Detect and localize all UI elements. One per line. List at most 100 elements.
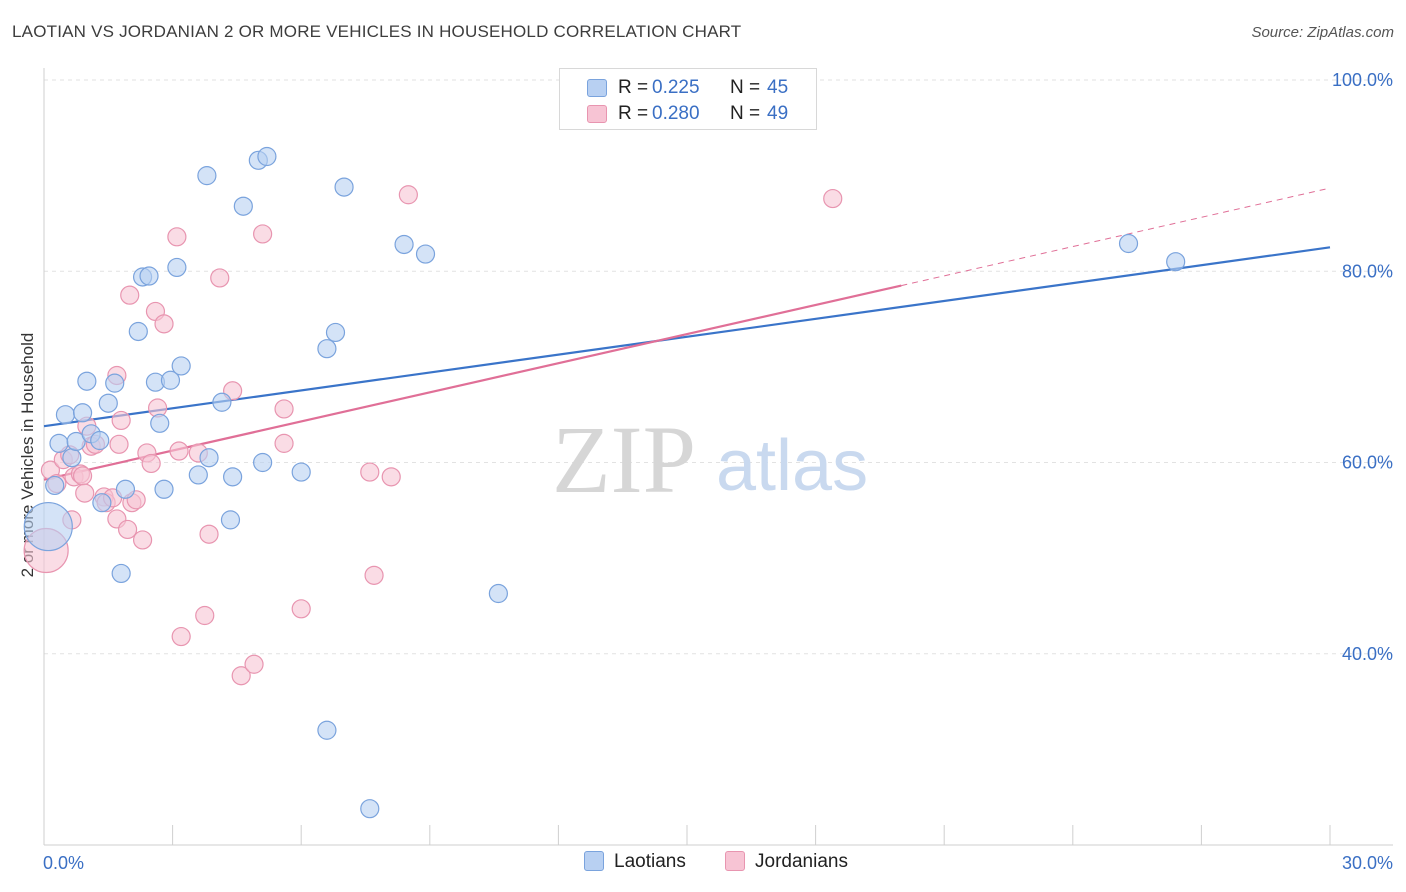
jordanians-swatch (587, 105, 607, 123)
jordanian-point (274, 399, 294, 419)
laotian-point (317, 339, 337, 359)
laotian-point (160, 370, 181, 390)
laotian-point (233, 196, 253, 216)
jordanian-point (360, 462, 380, 482)
jordanian-point (231, 666, 251, 686)
laotian-point (128, 321, 148, 342)
jordanian-point (132, 530, 153, 550)
jordanian-point (120, 285, 140, 305)
jordanian-point (72, 466, 93, 486)
jordanians-n-value: 49 (767, 103, 789, 124)
laotian-point (62, 448, 82, 468)
laotian-point (1118, 233, 1139, 254)
laotian-point (212, 392, 232, 412)
y-tick-label-100: 100.0% (1332, 70, 1393, 90)
jordanian-point (195, 605, 215, 626)
laotian-point (66, 431, 86, 452)
laotian-point (488, 583, 508, 604)
laotian-point (111, 563, 131, 584)
laotians-n-value: 45 (767, 77, 789, 98)
laotians-trend-line (43, 246, 1331, 428)
laotian-point (188, 465, 208, 485)
legend-item-laotians[interactable]: Laotians (584, 851, 686, 873)
jordanians-trend-extension (901, 187, 1331, 287)
jordanian-point (244, 654, 264, 674)
grid (44, 79, 1393, 655)
watermark-zip: ZIP (552, 406, 696, 513)
laotian-point (197, 166, 217, 186)
data-points (23, 146, 1186, 819)
y-tick-label-40: 40.0% (1342, 644, 1393, 664)
laotian-point (45, 475, 65, 496)
jordanian-point (154, 314, 174, 334)
jordanian-point (364, 565, 384, 585)
laotian-point (150, 413, 170, 433)
laotian-point (23, 501, 73, 552)
stats-legend: R = 0.225 N = 45 R = 0.280 N = 49 (559, 68, 817, 130)
x-tick-label-max: 30.0% (1342, 853, 1393, 873)
source-label[interactable]: Source: ZipAtlas.com (1251, 24, 1394, 41)
y-tick-label-80: 80.0% (1342, 261, 1393, 281)
watermark-atlas: atlas (716, 426, 868, 506)
laotian-point (77, 371, 97, 391)
r-label: R = (618, 77, 649, 98)
jordanian-point (171, 626, 191, 647)
laotian-point (291, 462, 311, 482)
n-label: N = (730, 77, 761, 98)
laotian-point (139, 266, 159, 286)
jordanian-point (75, 483, 95, 503)
laotians-legend-swatch (584, 851, 604, 871)
laotian-point (98, 393, 118, 413)
jordanian-point (109, 434, 129, 454)
laotian-point (105, 373, 125, 393)
laotians-swatch (587, 79, 607, 97)
laotian-point (257, 146, 277, 167)
laotian-point (325, 322, 346, 343)
laotian-point (253, 452, 273, 473)
jordanian-point (199, 524, 219, 544)
jordanian-point (253, 224, 273, 244)
laotian-point (1166, 252, 1186, 272)
laotian-point (334, 177, 354, 197)
laotian-point (317, 720, 337, 740)
jordanian-point (291, 599, 311, 619)
jordanian-point (274, 433, 294, 453)
laotian-point (223, 467, 243, 487)
jordanian-point (210, 268, 230, 288)
jordanian-point (111, 410, 131, 431)
x-tick-label-min: 0.0% (43, 853, 84, 873)
n-label: N = (730, 103, 761, 124)
laotian-point (167, 257, 187, 278)
chart-title: LAOTIAN VS JORDANIAN 2 OR MORE VEHICLES … (12, 22, 742, 41)
watermark: ZIP atlas (552, 406, 868, 513)
laotian-point (49, 433, 69, 453)
jordanian-point (381, 467, 401, 487)
jordanian-point (117, 519, 138, 540)
laotians-r-value: 0.225 (652, 77, 700, 98)
laotian-point (394, 234, 414, 255)
legend-row-laotians[interactable]: R = 0.225 N = 45 (560, 75, 816, 101)
laotian-point (92, 493, 112, 513)
legend-item-jordanians[interactable]: Jordanians (725, 851, 848, 873)
jordanian-point (398, 185, 418, 205)
laotian-point (55, 405, 76, 425)
jordanian-point (167, 227, 187, 247)
laotians-legend-label: Laotians (614, 851, 686, 872)
jordanian-point (823, 188, 843, 209)
laotian-point (360, 799, 380, 819)
laotian-point (171, 356, 191, 376)
laotian-point (415, 244, 436, 264)
jordanians-legend-label: Jordanians (755, 851, 848, 872)
laotian-point (115, 479, 136, 499)
axes (43, 68, 1393, 846)
tick-labels: 0.0% 30.0% 40.0% 60.0% 80.0% 100.0% (43, 70, 1393, 873)
jordanians-r-value: 0.280 (652, 103, 700, 124)
r-label: R = (618, 103, 649, 124)
laotian-point (154, 479, 174, 499)
laotian-point (220, 510, 241, 530)
legend-row-jordanians[interactable]: R = 0.280 N = 49 (560, 101, 816, 127)
y-tick-label-60: 60.0% (1342, 453, 1393, 473)
laotian-point (72, 403, 93, 423)
jordanians-legend-swatch (725, 851, 745, 871)
